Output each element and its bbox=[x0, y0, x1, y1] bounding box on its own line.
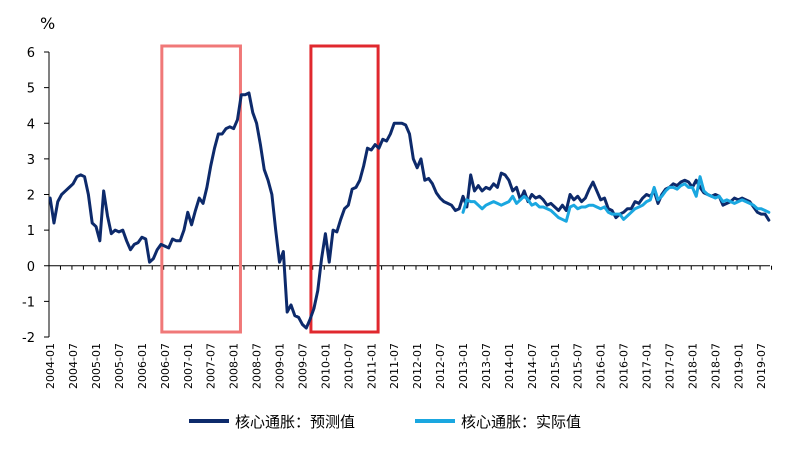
x-tick-label: 2008-07 bbox=[251, 343, 264, 389]
x-tick-label: 2018-01 bbox=[686, 343, 699, 389]
x-tick-label: 2011-01 bbox=[365, 343, 378, 389]
x-tick-label: 2008-01 bbox=[228, 343, 241, 389]
x-tick-label: 2016-01 bbox=[595, 343, 608, 389]
legend-label-1: 核心通胀：预测值 bbox=[235, 413, 355, 431]
y-tick-label: 1 bbox=[27, 224, 35, 239]
highlight-box-2 bbox=[309, 44, 380, 334]
series-line-actual bbox=[461, 175, 771, 223]
x-tick-label: 2012-07 bbox=[434, 343, 447, 389]
x-tick-label: 2009-01 bbox=[274, 343, 287, 389]
highlight-box-1 bbox=[160, 44, 242, 334]
x-tick-label: 2014-07 bbox=[526, 343, 539, 389]
y-tick-label: 5 bbox=[27, 82, 35, 97]
x-tick-label: 2015-01 bbox=[549, 343, 562, 389]
y-tick-label: 4 bbox=[27, 117, 35, 132]
y-tick-label: 3 bbox=[27, 153, 35, 168]
x-tick-label: 2013-01 bbox=[457, 343, 470, 389]
x-tick-label: 2018-07 bbox=[709, 343, 722, 389]
y-tick-label: 0 bbox=[27, 260, 35, 275]
x-tick-label: 2019-07 bbox=[755, 343, 768, 389]
legend-label-2: 核心通胀：实际值 bbox=[461, 413, 581, 431]
series-line-forecast bbox=[48, 91, 771, 330]
series-lines bbox=[48, 91, 771, 330]
x-tick-label: 2015-07 bbox=[572, 343, 585, 389]
y-tick-label: 6 bbox=[27, 46, 35, 61]
y-tick-label: -2 bbox=[22, 331, 35, 346]
x-tick-label: 2017-01 bbox=[641, 343, 654, 389]
x-tick-label: 2017-07 bbox=[663, 343, 676, 389]
x-tick-label: 2005-07 bbox=[113, 343, 126, 389]
highlight-boxes bbox=[160, 44, 380, 334]
x-tick-label: 2004-01 bbox=[44, 343, 57, 389]
x-tick-label: 2007-01 bbox=[182, 343, 195, 389]
x-tick-label: 2004-07 bbox=[67, 343, 80, 389]
x-tick-label: 2006-01 bbox=[136, 343, 149, 389]
x-tick-label: 2014-01 bbox=[503, 343, 516, 389]
y-tick-label: -1 bbox=[22, 295, 35, 310]
x-tick-label: 2010-07 bbox=[342, 343, 355, 389]
x-tick-label: 2010-01 bbox=[319, 343, 332, 389]
x-tick-label: 2019-01 bbox=[732, 343, 745, 389]
x-tick-label: 2007-07 bbox=[205, 343, 218, 389]
y-unit-label: % bbox=[40, 14, 55, 33]
legend: 核心通胀：预测值 核心通胀：实际值 bbox=[189, 413, 581, 431]
x-axis: 2004-01 2004-07 2005-01 2005-07 2006-01 2006-… bbox=[44, 265, 773, 389]
y-tick-label: 2 bbox=[27, 189, 35, 204]
x-tick-label: 2006-07 bbox=[159, 343, 172, 389]
x-tick-label: 2011-07 bbox=[388, 343, 401, 389]
x-tick-label: 2012-01 bbox=[411, 343, 424, 389]
x-tick-label: 2009-07 bbox=[296, 343, 309, 389]
x-tick-label: 2013-07 bbox=[480, 343, 493, 389]
x-tick-label: 2005-01 bbox=[90, 343, 103, 389]
x-tick-label: 2016-07 bbox=[618, 343, 631, 389]
y-axis: -2 -1 0 1 2 3 4 5 6 bbox=[22, 46, 50, 346]
